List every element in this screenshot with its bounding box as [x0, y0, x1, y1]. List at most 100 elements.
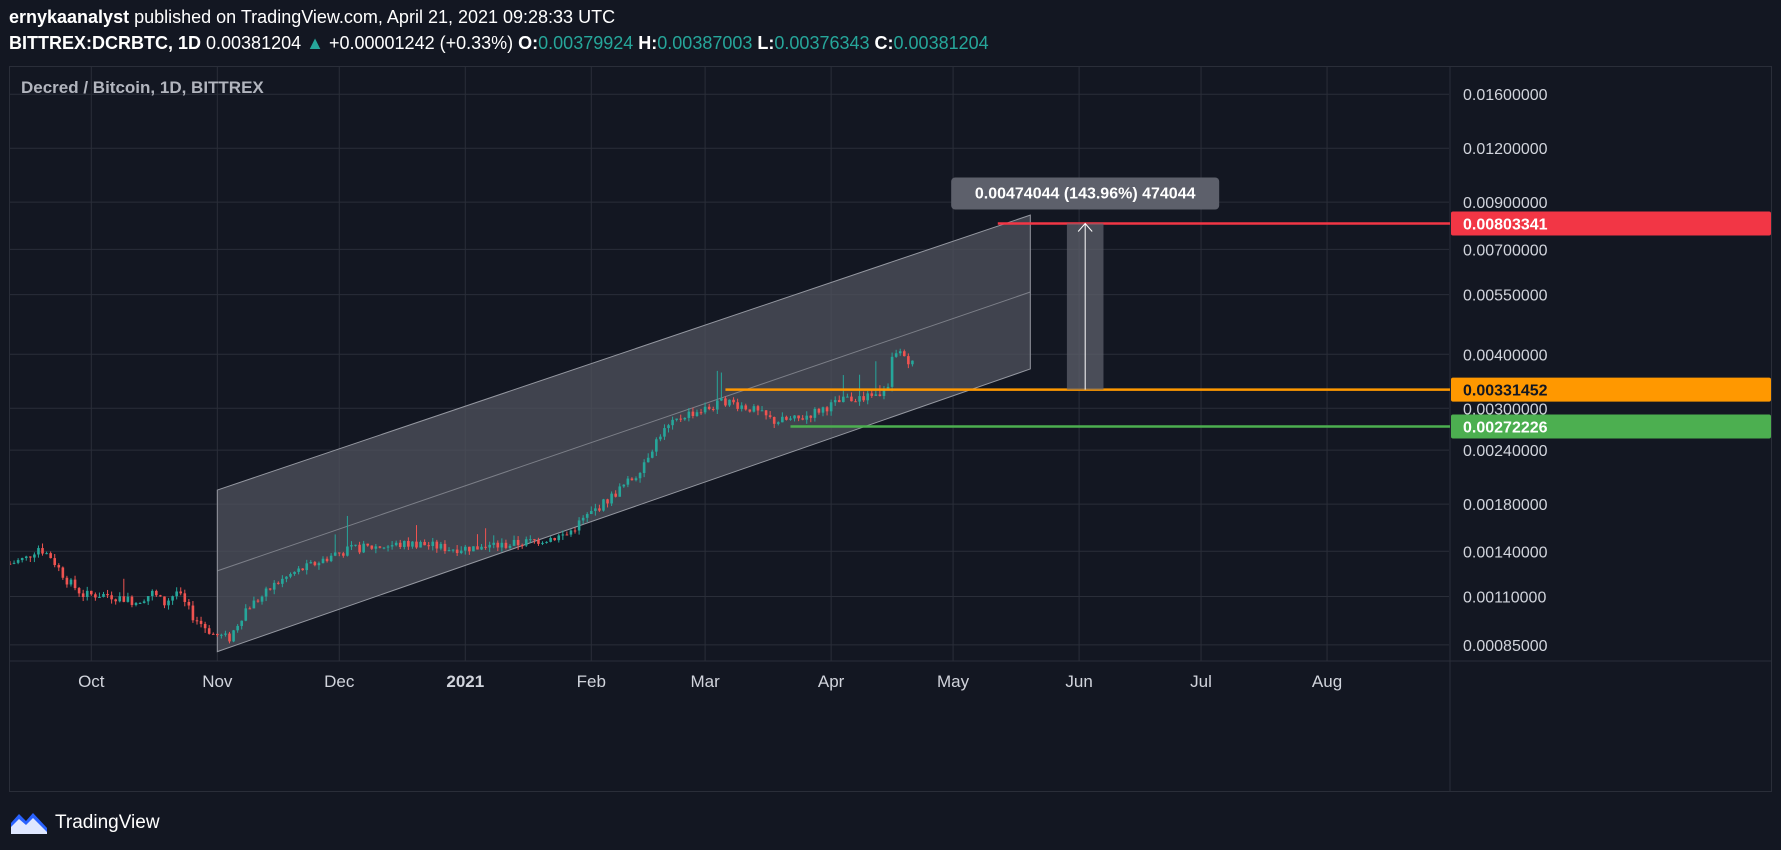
- candle-body: [594, 508, 597, 511]
- candle-body: [760, 410, 764, 412]
- candle-body: [451, 549, 455, 551]
- candle-body: [813, 408, 817, 418]
- candle-body: [846, 396, 849, 398]
- candle-body: [797, 415, 800, 419]
- candle-body: [488, 544, 491, 548]
- candle-body: [329, 555, 333, 562]
- author-name[interactable]: ernykaanalyst: [9, 7, 130, 27]
- candle-body: [390, 545, 394, 547]
- y-tick-label: 0.00140000: [1463, 544, 1548, 561]
- candle-body: [695, 412, 699, 416]
- candle-body: [12, 562, 16, 564]
- candle-body: [581, 517, 585, 521]
- candle-body: [671, 419, 674, 426]
- candle-body: [459, 550, 463, 554]
- candle-body: [89, 590, 93, 595]
- candle-body: [752, 406, 756, 412]
- candle-body: [199, 620, 203, 624]
- candle-body: [411, 541, 414, 547]
- candle-body: [894, 353, 898, 357]
- chart-title: Decred / Bitcoin, 1D, BITTREX: [21, 78, 264, 97]
- change-up-icon: ▲: [306, 33, 324, 53]
- candle-body: [423, 541, 426, 546]
- candle-body: [407, 540, 410, 547]
- open-label: O:: [518, 33, 539, 53]
- candle-body: [378, 546, 382, 548]
- candle-body: [736, 402, 739, 409]
- candle-body: [240, 620, 244, 626]
- price-tag: [1451, 377, 1771, 402]
- low-value: 0.00376343: [774, 33, 870, 53]
- candle-body: [317, 563, 321, 566]
- candle-body: [663, 428, 666, 437]
- candle-body: [333, 552, 337, 556]
- candle-body: [842, 396, 845, 403]
- candle-body: [183, 593, 187, 602]
- candle-body: [10, 563, 12, 565]
- symbol-label[interactable]: BITTREX:DCRBTC, 1D: [9, 33, 201, 53]
- candle-body: [484, 546, 487, 548]
- candle-body: [496, 542, 500, 548]
- candle-body: [911, 360, 914, 365]
- candle-body: [33, 554, 36, 558]
- candle-body: [516, 539, 520, 546]
- candle-body: [281, 578, 284, 584]
- y-tick-label: 0.00180000: [1463, 497, 1548, 514]
- candle-body: [374, 546, 378, 549]
- candle-body: [589, 510, 593, 515]
- candle-body: [585, 514, 589, 518]
- x-tick-label: Jun: [1065, 672, 1092, 691]
- candle-body: [260, 596, 264, 602]
- candle-body: [211, 633, 215, 635]
- candle-body: [114, 599, 117, 602]
- candle-body: [415, 541, 418, 548]
- x-tick-label: Dec: [324, 672, 355, 691]
- candle-body: [492, 542, 496, 545]
- candle-body: [102, 594, 105, 598]
- chart-panel[interactable]: Oct Nov Dec 2021 Feb Mar Apr May Jun Jul Aug 0.0160…: [9, 66, 1772, 792]
- candle-body: [69, 579, 73, 585]
- candle-body: [833, 400, 837, 403]
- price-chart[interactable]: Oct Nov Dec 2021 Feb Mar Apr May Jun Jul Aug 0.0160…: [10, 67, 1771, 791]
- price-tag-label: 0.00803341: [1463, 216, 1548, 233]
- candle-body: [49, 553, 52, 559]
- candle-body: [350, 545, 353, 547]
- y-tick-label: 0.00240000: [1463, 443, 1548, 460]
- candle-body: [342, 553, 345, 556]
- candle-body: [175, 591, 178, 597]
- candle-body: [337, 552, 341, 554]
- candle-body: [472, 546, 475, 552]
- candle-body: [126, 596, 130, 602]
- candle-body: [325, 558, 329, 562]
- tradingview-logo-icon[interactable]: [9, 810, 49, 836]
- candle-body: [679, 418, 683, 420]
- candle-body: [98, 597, 101, 599]
- candle-body: [854, 401, 857, 403]
- candle-body: [781, 416, 784, 423]
- candle-body: [41, 548, 44, 554]
- brand-name[interactable]: TradingView: [55, 812, 160, 833]
- publish-info: ernykaanalyst published on TradingView.c…: [9, 7, 615, 28]
- candle-body: [614, 493, 617, 497]
- candle-body: [252, 600, 256, 609]
- candle-body: [232, 630, 235, 642]
- candle-body: [110, 595, 113, 600]
- candle-body: [382, 547, 386, 549]
- footer-branding: TradingView: [9, 808, 160, 838]
- x-tick-label: Nov: [202, 672, 233, 691]
- candle-body: [655, 439, 658, 452]
- candle-body: [195, 620, 199, 622]
- candle-body: [565, 534, 569, 536]
- candle-body: [29, 556, 32, 558]
- candle-body: [886, 386, 890, 390]
- candle-body: [711, 409, 715, 411]
- candle-body: [825, 407, 829, 412]
- candle-body: [37, 548, 40, 555]
- candle-body: [618, 486, 622, 497]
- candle-body: [386, 546, 390, 548]
- x-tick-label: May: [937, 672, 970, 691]
- candle-body: [512, 539, 516, 546]
- candle-body: [244, 608, 248, 621]
- y-tick-label: 0.00300000: [1463, 401, 1548, 418]
- candle-body: [606, 499, 609, 504]
